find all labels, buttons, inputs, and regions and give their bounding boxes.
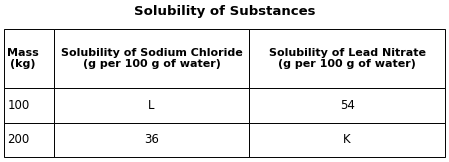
Text: K: K <box>343 133 351 146</box>
Text: Solubility of Substances: Solubility of Substances <box>134 5 315 18</box>
Text: Mass
(kg): Mass (kg) <box>7 48 39 69</box>
Text: 200: 200 <box>7 133 30 146</box>
Text: 54: 54 <box>339 99 355 112</box>
Text: Solubility of Sodium Chloride
(g per 100 g of water): Solubility of Sodium Chloride (g per 100… <box>61 48 242 69</box>
Text: Solubility of Lead Nitrate
(g per 100 g of water): Solubility of Lead Nitrate (g per 100 g … <box>269 48 426 69</box>
Text: L: L <box>148 99 155 112</box>
Text: 36: 36 <box>144 133 159 146</box>
Text: 100: 100 <box>7 99 30 112</box>
